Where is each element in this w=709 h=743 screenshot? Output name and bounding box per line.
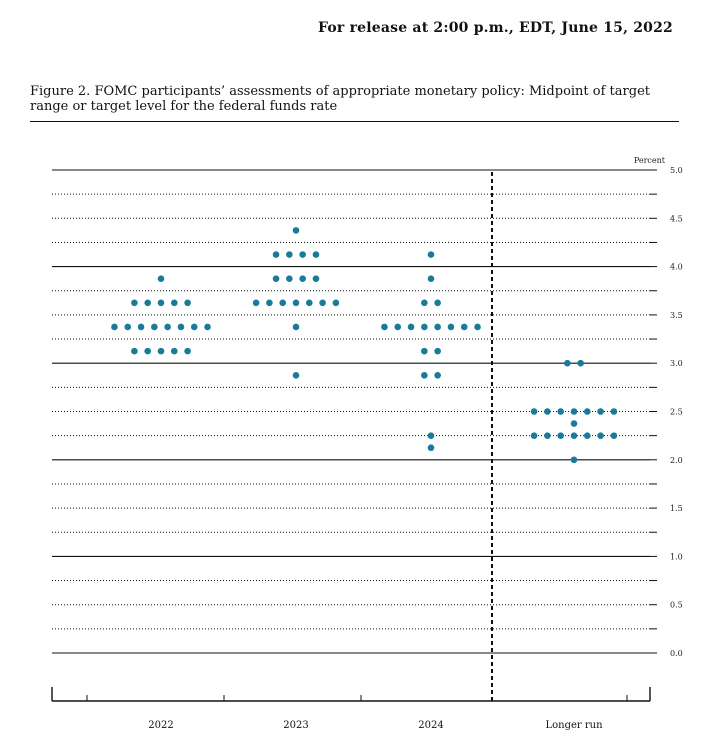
x-tick-label: 2023: [283, 720, 308, 731]
participant-dot: [474, 323, 481, 331]
participant-dot: [292, 371, 300, 379]
participant-dot: [421, 299, 428, 307]
participant-dot: [557, 432, 564, 439]
x-tick-label: 2022: [148, 720, 173, 731]
participant-dot: [434, 299, 441, 307]
participant-dot: [299, 251, 306, 258]
participant-dot: [299, 275, 306, 282]
participant-dots: [111, 227, 618, 464]
participant-dot: [577, 359, 584, 367]
participant-dot: [124, 323, 132, 331]
participant-dot: [144, 347, 151, 355]
participant-dot: [292, 323, 300, 331]
participant-dot: [434, 347, 441, 355]
y-axis-ticks: 0.0 0.5 1.0 1.5 2.0 2.5 3.0 3.5 4.0 4.5 5.0: [670, 166, 683, 658]
y-axis-label: Percent: [634, 156, 666, 165]
participant-dot: [421, 323, 428, 331]
participant-dot: [427, 251, 435, 258]
participant-dot: [610, 432, 618, 439]
participant-dot: [584, 408, 591, 415]
y-tick-label: 4.5: [670, 214, 683, 223]
participant-dot: [381, 323, 388, 331]
participant-dot: [557, 408, 564, 415]
participant-dot: [292, 299, 300, 307]
participant-dot: [570, 432, 578, 439]
participant-dot: [144, 299, 151, 307]
participant-dot: [427, 444, 435, 452]
figure-title: Figure 2. FOMC participants’ assessments…: [30, 84, 650, 114]
x-tick-label: 2024: [418, 720, 443, 731]
participant-dot: [151, 323, 158, 331]
y-tick-label: 2.0: [670, 456, 683, 465]
participant-dot: [312, 275, 320, 282]
participant-dot: [171, 347, 178, 355]
participant-dot: [407, 323, 415, 331]
participant-dot: [434, 323, 441, 331]
participant-dot: [597, 408, 604, 415]
participant-dot: [421, 347, 428, 355]
participant-dot: [157, 275, 165, 282]
gridlines: [52, 169, 657, 654]
participant-dot: [190, 323, 198, 331]
participant-dot: [570, 456, 578, 464]
participant-dot: [252, 299, 260, 307]
participant-dot: [272, 275, 280, 282]
participant-dot: [530, 432, 538, 439]
participant-dot: [171, 299, 178, 307]
x-axis: 2022 2023 2024 Longer run: [51, 687, 651, 731]
participant-dot: [312, 251, 320, 258]
participant-dot: [292, 227, 300, 234]
participant-dot: [584, 432, 591, 439]
participant-dot: [286, 251, 293, 258]
participant-dot: [530, 408, 538, 415]
x-tick-label: Longer run: [545, 720, 603, 731]
participant-dot: [610, 408, 618, 415]
y-tick-label: 5.0: [670, 166, 683, 175]
participant-dot: [427, 275, 435, 282]
y-tick-label: 0.0: [670, 649, 683, 658]
participant-dot: [447, 323, 455, 331]
participant-dot: [421, 371, 428, 379]
participant-dot: [286, 275, 293, 282]
y-tick-label: 4.0: [670, 263, 683, 272]
participant-dot: [272, 251, 280, 258]
participant-dot: [544, 432, 551, 439]
y-tick-label: 1.0: [670, 552, 683, 561]
y-tick-label: 0.5: [670, 601, 683, 610]
participant-dot: [279, 299, 287, 307]
participant-dot: [460, 323, 468, 331]
participant-dot: [564, 359, 571, 367]
title-divider: [30, 121, 679, 122]
participant-dot: [319, 299, 326, 307]
participant-dot: [111, 323, 118, 331]
participant-dot: [131, 347, 138, 355]
participant-dot: [177, 323, 185, 331]
participant-dot: [332, 299, 340, 307]
participant-dot: [306, 299, 313, 307]
release-date-header: For release at 2:00 p.m., EDT, June 15, …: [318, 20, 673, 36]
participant-dot: [597, 432, 604, 439]
y-tick-label: 1.5: [670, 504, 683, 513]
participant-dot: [266, 299, 273, 307]
participant-dot: [164, 323, 171, 331]
y-tick-label: 3.0: [670, 359, 683, 368]
participant-dot: [570, 420, 578, 427]
participant-dot: [137, 323, 145, 331]
participant-dot: [570, 408, 578, 415]
participant-dot: [204, 323, 211, 331]
y-tick-label: 2.5: [670, 408, 683, 417]
participant-dot: [157, 299, 165, 307]
participant-dot: [184, 347, 191, 355]
participant-dot: [394, 323, 402, 331]
participant-dot: [157, 347, 165, 355]
participant-dot: [544, 408, 551, 415]
participant-dot: [184, 299, 191, 307]
participant-dot: [434, 371, 441, 379]
participant-dot: [131, 299, 138, 307]
y-tick-label: 3.5: [670, 311, 683, 320]
participant-dot: [427, 432, 435, 439]
